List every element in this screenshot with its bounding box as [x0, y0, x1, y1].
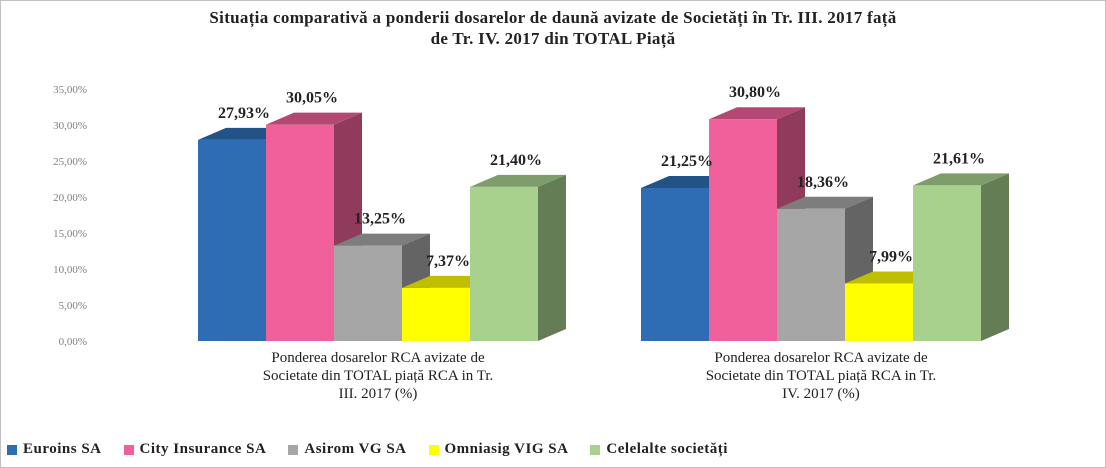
- bar-top: [777, 196, 873, 209]
- data-label: 30,05%: [286, 90, 338, 107]
- legend-item: Asirom VG SA: [288, 441, 406, 458]
- bar-top: [266, 112, 362, 125]
- data-label: 7,99%: [869, 248, 913, 265]
- legend-label: Celelalte societăți: [606, 441, 728, 457]
- legend-label: Euroins SA: [23, 441, 102, 457]
- y-tick-label: 35,00%: [53, 84, 87, 96]
- bar-front: [709, 119, 777, 342]
- legend-item: City Insurance SA: [123, 441, 267, 458]
- legend-label: Asirom VG SA: [304, 441, 407, 457]
- data-label: 18,36%: [797, 174, 849, 191]
- bar-front: [845, 283, 913, 341]
- data-label: 21,25%: [661, 153, 713, 170]
- bar-front: [470, 186, 538, 341]
- data-label: 27,93%: [218, 105, 270, 122]
- bar: [777, 196, 873, 341]
- y-tick-label: 15,00%: [53, 228, 87, 240]
- bar-front: [402, 287, 470, 341]
- legend-swatch: [590, 444, 601, 455]
- data-label: 30,80%: [729, 84, 781, 101]
- bar-front: [266, 124, 334, 341]
- bar-top: [709, 107, 805, 120]
- legend-swatch: [7, 444, 17, 455]
- legend-label: City Insurance SA: [139, 441, 267, 457]
- bar-side: [538, 174, 566, 341]
- data-label: 21,40%: [490, 152, 542, 169]
- bar-side: [981, 173, 1009, 341]
- y-tick-label: 10,00%: [53, 264, 87, 276]
- y-tick-label: 5,00%: [59, 300, 87, 312]
- x-tick-label: Ponderea dosarelor RCA avizate de Societ…: [705, 350, 937, 402]
- legend-item: Omniasig VIG SA: [428, 441, 569, 458]
- bar-top: [334, 233, 430, 246]
- bar-front: [777, 208, 845, 341]
- legend-swatch: [123, 444, 134, 455]
- legend-swatch: [428, 444, 439, 455]
- legend-label: Omniasig VIG SA: [444, 441, 569, 457]
- bar: [913, 173, 1009, 341]
- data-label: 21,61%: [933, 150, 985, 167]
- legend-item: Celelalte societăți: [590, 441, 728, 458]
- y-tick-label: 0,00%: [59, 336, 87, 348]
- y-tick-label: 20,00%: [53, 192, 87, 204]
- chart-title: Situația comparativă a ponderii dosarelo…: [209, 8, 897, 48]
- bar-top: [913, 173, 1009, 186]
- y-tick-label: 25,00%: [53, 156, 87, 168]
- bar: [470, 174, 566, 341]
- bar-front: [641, 188, 709, 341]
- data-label: 13,25%: [354, 211, 406, 228]
- data-label: 7,37%: [426, 253, 470, 270]
- legend-item: Euroins SA: [7, 441, 102, 458]
- bar-front: [913, 185, 981, 341]
- bar-front: [334, 245, 402, 341]
- legend: Euroins SA City Insurance SA Asirom VG SA O…: [7, 441, 728, 458]
- bar-front: [198, 139, 266, 341]
- x-tick-label: Ponderea dosarelor RCA avizate de Societ…: [262, 350, 494, 402]
- y-tick-label: 30,00%: [53, 120, 87, 132]
- bar-top: [470, 174, 566, 187]
- legend-swatch: [288, 444, 299, 455]
